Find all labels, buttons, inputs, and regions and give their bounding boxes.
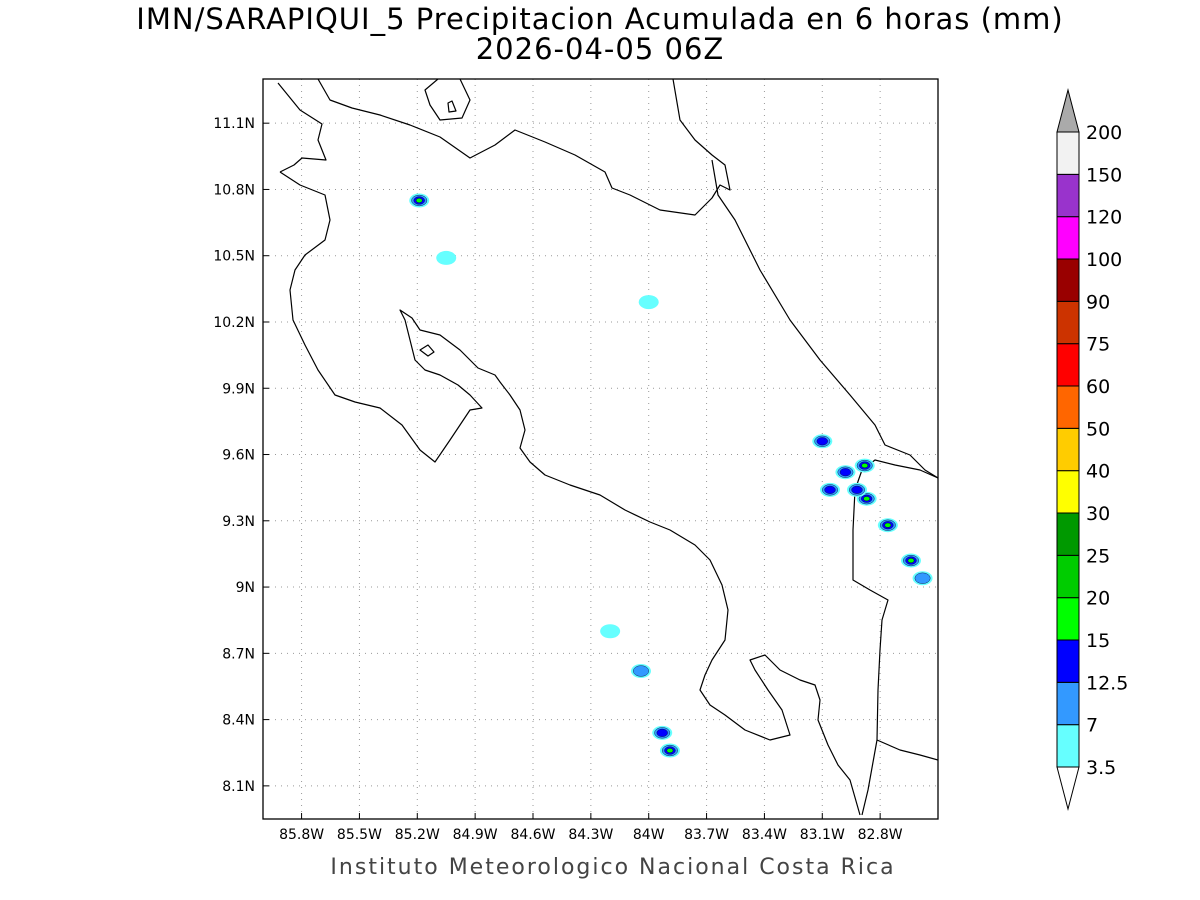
colorbar-label: 50 [1086,418,1110,440]
precip-cell-level-2 [816,437,828,446]
precip-cell-level-2 [851,485,863,494]
precip-cell-level-1 [914,572,931,584]
colorbar-label: 15 [1086,630,1110,652]
precip-cell-level-3 [861,463,869,468]
lat-tick-label: 8.1N [222,779,255,795]
colorbar-swatch [1056,131,1080,175]
lake-islet [447,100,457,113]
lon-tick-label: 83.1W [800,827,845,843]
colorbar-label: 25 [1086,545,1110,567]
map-title: IMN/SARAPIQUI_5 Precipitacion Acumulada … [0,4,1200,64]
pacific-coast [279,171,861,816]
colorbar-label: 75 [1086,334,1110,356]
colorbar-label: 12.5 [1086,672,1128,694]
colorbar-legend: 3.5 7 12.5 15 20 25 30 40 50 60 75 90 100 120 150 200 [1056,88,1128,811]
colorbar-label: 7 [1086,715,1098,737]
colorbar-label: 200 [1086,122,1122,144]
nicoya-gulf-islet [419,344,435,357]
grid-lines [263,79,938,819]
coastline-borders [277,79,938,816]
lat-tick-label: 11.1N [213,116,255,132]
colorbar-swatch [1056,554,1080,599]
colorbar-label: 120 [1086,207,1122,229]
latitude-tick-labels: 11.1N 10.8N 10.5N 10.2N 9.9N 9.6N 9.3N 9N 8.7N 8.… [213,116,255,795]
lat-tick-label: 9N [236,580,255,596]
colorbar-swatch [1056,724,1080,768]
colorbar-swatch [1056,470,1080,514]
precip-cell-level-2 [656,728,668,737]
colorbar-swatch [1056,343,1080,387]
lake-north-shore [424,79,471,121]
lat-tick-label: 10.5N [213,249,255,265]
plot-frame [262,78,939,820]
precip-cell-level-0 [600,624,621,639]
lat-tick-label: 9.3N [222,514,255,530]
colorbar-label: 150 [1086,164,1122,186]
lon-tick-label: 85.5W [337,827,382,843]
lon-tick-label: 84W [633,827,665,843]
colorbar-label: 30 [1086,503,1110,525]
title-line-2: 2026-04-05 06Z [475,32,725,66]
lon-tick-label: 85.2W [395,827,440,843]
colorbar-min-triangle [1056,766,1080,811]
precip-cell-level-3 [863,496,870,502]
footer-credit: Instituto Meteorologico Nacional Costa R… [330,855,896,880]
colorbar-swatch [1056,385,1080,429]
colorbar-swatch [1056,173,1080,218]
lat-tick-label: 10.2N [213,315,255,331]
lon-tick-label: 84.3W [568,827,613,843]
colorbar-swatch [1056,597,1080,641]
title-line-1: IMN/SARAPIQUI_5 Precipitacion Acumulada … [136,2,1064,36]
precip-cell-level-1 [633,665,649,677]
lat-tick-label: 10.8N [213,182,255,198]
colorbar-swatch [1056,258,1080,302]
colorbar-swatch [1056,427,1080,472]
lon-tick-label: 84.6W [510,827,555,843]
colorbar-swatch [1056,681,1080,726]
lat-tick-label: 8.7N [222,646,255,662]
colorbar-swatch [1056,216,1080,260]
colorbar-swatch [1056,639,1080,683]
precip-cell-level-0 [638,295,659,310]
lat-tick-label: 9.9N [222,381,255,397]
precipitation-field [409,193,933,758]
colorbar-label: 20 [1086,588,1110,610]
precip-cell-level-3 [884,522,892,528]
colorbar-label: 90 [1086,291,1110,313]
precip-cell-level-2 [824,485,836,494]
colorbar-label: 100 [1086,249,1122,271]
nicaragua-border [277,82,327,173]
lat-tick-label: 8.4N [222,713,255,729]
burica-coast [876,739,938,761]
lon-tick-label: 83.7W [684,827,729,843]
lon-tick-label: 84.9W [453,827,498,843]
colorbar-swatch [1056,300,1080,345]
precip-cell-level-3 [907,558,915,563]
lake-nicaragua-shore [317,79,731,216]
precip-cell-level-3 [666,748,674,753]
colorbar-label: 40 [1086,461,1110,483]
longitude-tick-labels: 85.8W 85.5W 85.2W 84.9W 84.6W 84.3W 84W 83.7W 83… [279,827,903,843]
precip-cell-level-3 [415,198,423,203]
precip-cell-level-0 [436,250,457,265]
lon-tick-label: 83.4W [742,827,787,843]
lon-tick-label: 85.8W [279,827,324,843]
caribbean-coast [711,159,938,479]
colorbar-label: 3.5 [1086,757,1116,779]
lon-tick-label: 82.8W [858,827,903,843]
lat-tick-label: 9.6N [222,448,255,464]
colorbar-swatch [1056,512,1080,556]
precip-cell-level-2 [839,468,852,477]
colorbar-label: 60 [1086,376,1110,398]
colorbar-max-triangle [1056,88,1080,133]
panama-border [852,459,938,816]
